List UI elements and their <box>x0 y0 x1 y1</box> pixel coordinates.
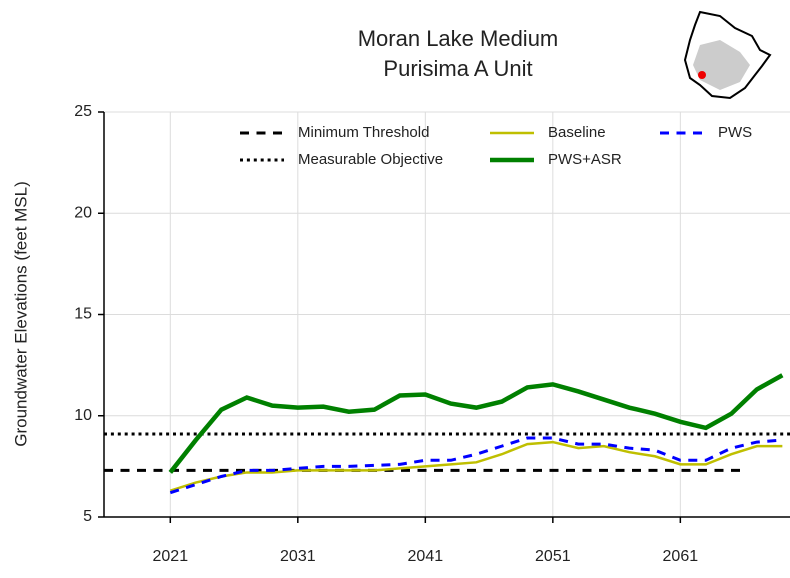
legend-label: Minimum Threshold <box>298 124 429 141</box>
line-series <box>169 440 783 492</box>
y-axis-label: Groundwater Elevations (feet MSL) <box>11 181 30 447</box>
line-series <box>169 436 783 495</box>
legend-label: PWS <box>718 124 752 141</box>
x-tick-label: 2051 <box>535 548 571 565</box>
legend-label: Measurable Objective <box>298 151 443 168</box>
chart-title: Moran Lake Medium <box>358 26 559 51</box>
y-tick-label: 15 <box>74 306 92 323</box>
y-tick-label: 20 <box>74 204 92 221</box>
y-tick-label: 25 <box>74 103 92 120</box>
y-tick-label: 10 <box>74 407 92 424</box>
legend-label: Baseline <box>548 124 606 141</box>
x-tick-label: 2061 <box>663 548 699 565</box>
inset-map <box>683 10 772 100</box>
chart-subtitle: Purisima A Unit <box>383 56 532 81</box>
x-tick-label: 2041 <box>408 548 444 565</box>
legend-label: PWS+ASR <box>548 151 622 168</box>
y-tick-label: 5 <box>83 508 92 525</box>
x-tick-label: 2021 <box>153 548 189 565</box>
line-series <box>168 373 784 474</box>
x-tick-label: 2031 <box>280 548 316 565</box>
